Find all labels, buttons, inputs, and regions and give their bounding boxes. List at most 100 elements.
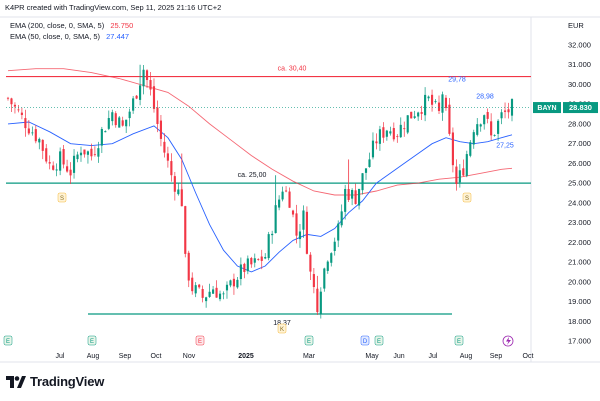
candle-body[interactable] <box>490 121 493 136</box>
candle-body[interactable] <box>274 205 277 234</box>
candle-body[interactable] <box>59 151 62 171</box>
candle-body[interactable] <box>479 124 482 127</box>
candle-body[interactable] <box>472 132 475 145</box>
candle-body[interactable] <box>257 259 260 260</box>
candle-body[interactable] <box>406 115 409 133</box>
candle-body[interactable] <box>69 169 72 176</box>
candle-body[interactable] <box>291 210 295 215</box>
candle-body[interactable] <box>31 132 34 134</box>
candle-body[interactable] <box>97 148 100 157</box>
candle-body[interactable] <box>344 188 347 212</box>
candle-body[interactable] <box>253 258 256 263</box>
candle-body[interactable] <box>83 149 86 155</box>
horizontal-levels[interactable]: ca. 30,40 ca. 25,00 18,37 <box>6 66 531 327</box>
candle-body[interactable] <box>38 138 41 143</box>
candle-body[interactable] <box>198 284 201 288</box>
candle-body[interactable] <box>229 280 232 286</box>
candle-body[interactable] <box>177 189 180 195</box>
candle-body[interactable] <box>104 131 107 133</box>
candle-body[interactable] <box>100 128 103 146</box>
legend-ema50[interactable]: EMA (50, close, 0, SMA, 5) 27.447 <box>10 32 129 41</box>
candle-body[interactable] <box>239 264 242 280</box>
candle-body[interactable] <box>309 254 312 272</box>
candle-body[interactable] <box>483 115 486 125</box>
candle-body[interactable] <box>510 99 514 116</box>
candle-body[interactable] <box>173 176 176 192</box>
candle-body[interactable] <box>305 211 308 254</box>
event-marker-earnings[interactable] <box>195 335 205 346</box>
candle-body[interactable] <box>285 190 288 192</box>
candle-body[interactable] <box>340 211 343 226</box>
candle-body[interactable] <box>225 284 229 291</box>
candle-body[interactable] <box>361 173 364 191</box>
candle-body[interactable] <box>170 161 173 176</box>
candle-body[interactable] <box>152 86 156 109</box>
candle-body[interactable] <box>434 101 437 103</box>
event-marker-earnings[interactable] <box>374 335 384 346</box>
candle-body[interactable] <box>500 112 503 119</box>
candle-body[interactable] <box>34 129 37 142</box>
candle-body[interactable] <box>413 116 416 118</box>
candle-body[interactable] <box>20 112 23 115</box>
legend-ema200[interactable]: EMA (200, close, 0, SMA, 5) 25.750 <box>10 21 133 30</box>
last-price-badge[interactable] <box>563 102 598 114</box>
candle-body[interactable] <box>62 149 65 165</box>
candle-body[interactable] <box>326 261 329 271</box>
candle-body[interactable] <box>503 110 507 112</box>
candle-body[interactable] <box>250 258 253 265</box>
candle-body[interactable] <box>410 111 413 119</box>
candle-body[interactable] <box>430 94 434 105</box>
candle-body[interactable] <box>298 231 302 240</box>
candle-body[interactable] <box>427 96 430 99</box>
candle-body[interactable] <box>399 124 402 138</box>
candle-body[interactable] <box>448 104 451 134</box>
candle-body[interactable] <box>90 148 93 157</box>
candle-body[interactable] <box>48 162 51 164</box>
candle-body[interactable] <box>6 97 10 99</box>
candle-body[interactable] <box>17 109 20 111</box>
candle-body[interactable] <box>243 263 246 272</box>
candle-body[interactable] <box>212 289 215 294</box>
candle-body[interactable] <box>382 127 385 138</box>
candle-body[interactable] <box>354 190 357 204</box>
candle-body[interactable] <box>392 128 395 140</box>
candle-body[interactable] <box>378 129 381 144</box>
candle-body[interactable] <box>493 134 496 136</box>
candle-body[interactable] <box>125 119 128 127</box>
event-marker-earnings[interactable] <box>87 335 97 346</box>
candle-body[interactable] <box>132 98 135 111</box>
candle-body[interactable] <box>469 142 472 156</box>
event-marker-earnings[interactable] <box>3 335 13 346</box>
candle-body[interactable] <box>232 278 235 287</box>
candle-body[interactable] <box>205 297 208 302</box>
candle-body[interactable] <box>271 233 274 236</box>
candle-body[interactable] <box>52 165 55 170</box>
candle-body[interactable] <box>163 141 166 153</box>
candle-body[interactable] <box>323 268 326 289</box>
candle-body[interactable] <box>194 285 197 294</box>
candle-body[interactable] <box>455 166 458 185</box>
candle-body[interactable] <box>72 155 76 173</box>
candle-body[interactable] <box>465 154 468 176</box>
candle-body[interactable] <box>330 253 333 263</box>
candle-body[interactable] <box>302 210 305 230</box>
candle-body[interactable] <box>417 112 420 117</box>
event-marker-earnings[interactable] <box>304 335 314 346</box>
candle-body[interactable] <box>497 120 500 134</box>
event-marker-earnings[interactable] <box>454 335 464 346</box>
candle-body[interactable] <box>441 94 444 113</box>
candle-body[interactable] <box>396 136 399 138</box>
candle-body[interactable] <box>267 234 270 259</box>
candle-body[interactable] <box>222 293 225 295</box>
candle-body[interactable] <box>191 277 194 292</box>
candle-body[interactable] <box>486 112 489 119</box>
candle-body[interactable] <box>184 206 187 254</box>
candle-body[interactable] <box>45 148 48 162</box>
candle-body[interactable] <box>180 189 183 207</box>
candle-body[interactable] <box>118 117 121 128</box>
event-marker-dividend[interactable] <box>360 335 370 346</box>
candle-body[interactable] <box>159 120 163 139</box>
candle-body[interactable] <box>375 141 378 144</box>
candle-body[interactable] <box>86 151 90 155</box>
candle-body[interactable] <box>93 154 96 156</box>
